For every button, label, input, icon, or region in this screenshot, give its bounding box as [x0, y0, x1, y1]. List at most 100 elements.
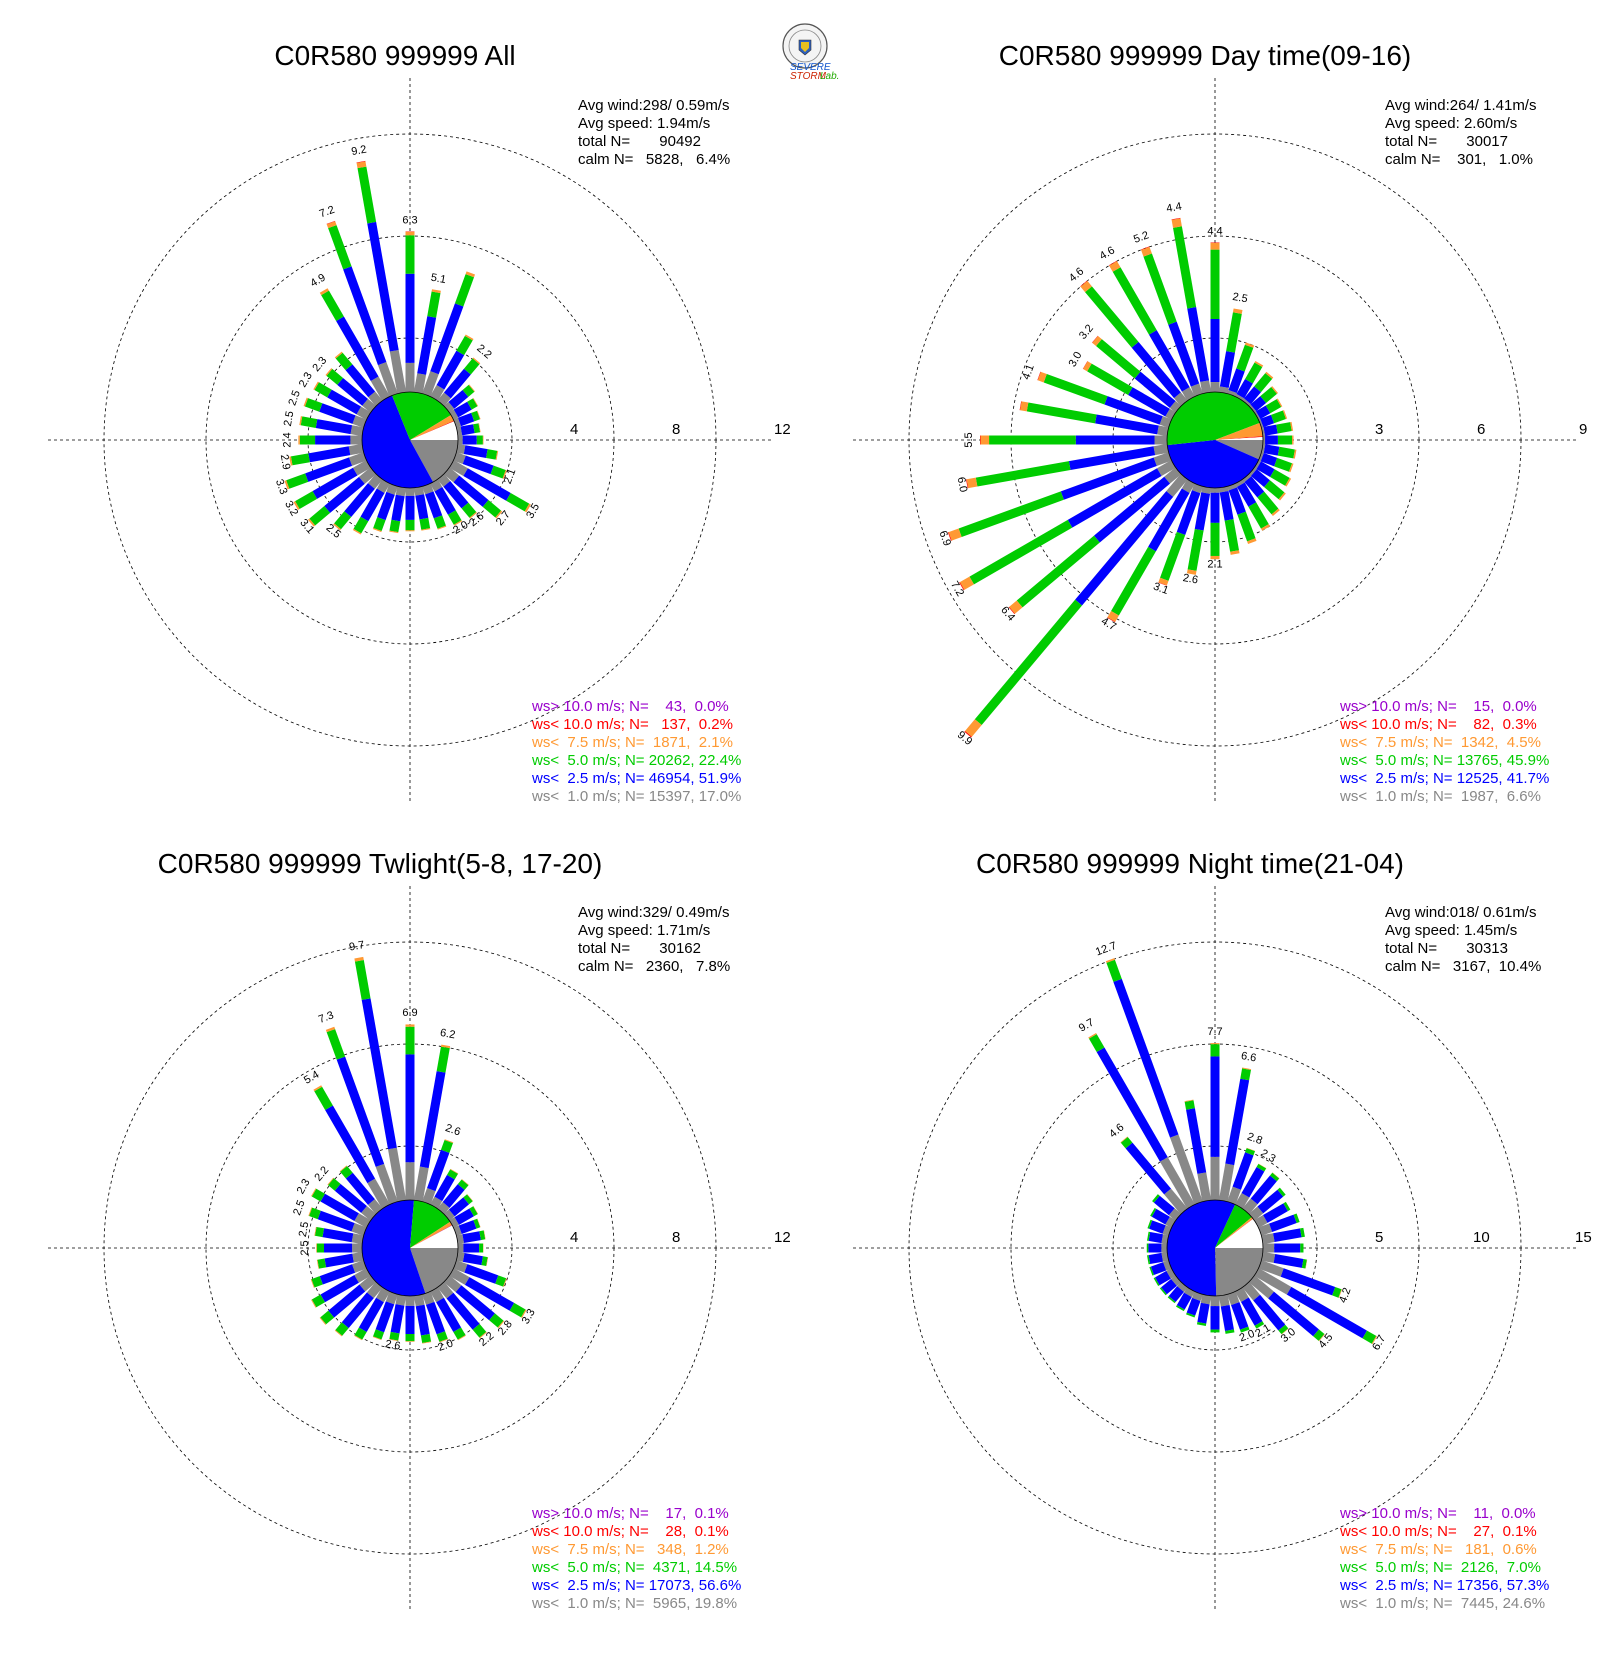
direction-bar-segment: [1067, 468, 1162, 528]
direction-bar-segment: [1274, 1243, 1301, 1253]
direction-bar-segment: [1164, 1188, 1188, 1215]
direction-bar-segment: [1244, 342, 1255, 348]
direction-bar-segment: [1075, 435, 1155, 445]
direction-bar-segment: [317, 1258, 327, 1269]
direction-bar-segment: [1087, 363, 1133, 396]
direction-bar-segment: [456, 1251, 465, 1262]
direction-bar-segment: [1173, 226, 1197, 309]
direction-bar-segment: [354, 1268, 371, 1283]
direction-bar-segment: [448, 390, 469, 409]
legend-entry: ws< 1.0 m/s; N= 7445, 24.6%: [1339, 1595, 1545, 1612]
direction-bar-segment: [1231, 1302, 1249, 1330]
direction-bar-segment: [472, 1323, 487, 1338]
legend-entry: ws< 10.0 m/s; N= 28, 0.1%: [531, 1523, 729, 1540]
direction-bar-segment: [465, 271, 476, 278]
direction-bar-segment: [466, 1194, 474, 1202]
direction-bar-segment: [356, 160, 366, 163]
direction-bars: [308, 956, 527, 1344]
bar-total-label: 4.6: [1067, 265, 1086, 284]
direction-bar-segment: [311, 1294, 325, 1308]
direction-bar-segment: [1108, 260, 1117, 266]
ring-tick-label: 3: [1375, 421, 1383, 438]
bar-total-label: 4.9: [308, 272, 327, 290]
panel-title: C0R580 999999 Twlight(5-8, 17-20): [158, 848, 603, 879]
direction-bar-segment: [455, 1285, 495, 1321]
calm-n-text: calm N= 3167, 10.4%: [1385, 958, 1541, 975]
direction-bar-segment: [314, 1226, 317, 1236]
direction-bar-segment: [462, 455, 494, 475]
direction-bar-segment: [503, 1278, 507, 1287]
direction-bar-segment: [316, 1243, 317, 1253]
direction-bar-segment: [389, 1331, 400, 1341]
direction-bar-segment: [443, 1209, 455, 1221]
bar-total-label: 2.5: [299, 1240, 311, 1255]
calm-n-text: calm N= 2360, 7.8%: [578, 958, 730, 975]
direction-bar-segment: [405, 235, 415, 274]
direction-bar-segment: [1288, 463, 1294, 473]
direction-bar-segment: [314, 382, 332, 398]
direction-bar-segment: [463, 1243, 480, 1253]
direction-bar-segment: [479, 1243, 484, 1253]
direction-bar-segment: [390, 1304, 405, 1334]
direction-bar-segment: [327, 1177, 334, 1186]
direction-bar-segment: [966, 477, 978, 489]
direction-bar-segment: [1096, 1047, 1168, 1162]
direction-bar-segment: [1256, 461, 1275, 478]
direction-bar-segment: [1240, 1068, 1251, 1081]
bar-total-label: 9.7: [1077, 1017, 1096, 1035]
direction-bar-segment: [1161, 1243, 1167, 1253]
direction-bar-segment: [463, 358, 480, 375]
direction-bar-segment: [1171, 218, 1182, 228]
bar-total-label: 4.2: [1337, 1286, 1354, 1304]
direction-bar-segment: [325, 368, 333, 376]
direction-bar-segment: [443, 368, 471, 399]
direction-bar-segment: [462, 1253, 483, 1266]
direction-bar-segment: [495, 510, 503, 519]
direction-bar-segment: [319, 1317, 327, 1325]
direction-bar-segment: [352, 1251, 364, 1263]
direction-bar-segment: [320, 1193, 359, 1222]
direction-bar-segment: [1248, 1206, 1264, 1221]
direction-bar-segment: [1254, 1268, 1292, 1295]
direction-bar-segment: [377, 491, 395, 521]
direction-bar-segment: [419, 517, 431, 530]
direction-bar-segment: [309, 1207, 321, 1220]
ring-tick-label: 5: [1375, 1229, 1383, 1246]
direction-bar-segment: [1248, 502, 1269, 529]
direction-bar-segment: [1250, 1175, 1277, 1205]
bar-total-label: 2.5: [1231, 291, 1248, 305]
direction-bar-segment: [1186, 1108, 1207, 1174]
direction-bar-segment: [437, 1281, 454, 1299]
direction-bar-segment: [1171, 217, 1181, 220]
stats-box: Avg wind:018/ 0.61m/s Avg speed: 1.45m/s…: [1385, 904, 1541, 975]
direction-bar-segment: [1258, 452, 1264, 462]
total-n-text: total N= 30162: [578, 940, 701, 957]
pie-slice: [362, 395, 434, 488]
direction-bar-segment: [1125, 1142, 1172, 1195]
direction-bar-segment: [989, 435, 1076, 445]
direction-bar-segment: [1154, 435, 1167, 445]
direction-bar-segment: [1272, 1172, 1280, 1179]
direction-bar-segment: [1009, 600, 1023, 614]
direction-bar-segment: [422, 1341, 432, 1344]
legend-entry: ws< 7.5 m/s; N= 1871, 2.1%: [531, 734, 733, 751]
direction-bar-segment: [469, 511, 478, 519]
direction-bar-segment: [1095, 414, 1159, 435]
direction-bar-segment: [334, 511, 352, 530]
direction-bar-segment: [1260, 524, 1271, 531]
direction-bar-segment: [458, 1220, 477, 1234]
direction-bar-segment: [1273, 1228, 1302, 1243]
direction-bar-segment: [1134, 371, 1176, 408]
direction-bar-segment: [1016, 535, 1100, 608]
direction-bar-segment: [1225, 1329, 1235, 1334]
avg-wind-text: Avg wind:298/ 0.59m/s: [578, 97, 729, 114]
direction-bar-segment: [1201, 486, 1212, 494]
direction-bar-segment: [473, 1206, 479, 1215]
direction-bar-segment: [405, 1024, 415, 1027]
direction-bar-segment: [1313, 1329, 1325, 1341]
direction-bar-segment: [1184, 1287, 1195, 1298]
direction-bar-segment: [354, 1213, 371, 1228]
direction-bar-segment: [1176, 490, 1201, 535]
direction-bar-segment: [311, 1188, 317, 1197]
direction-bar-segment: [430, 1287, 444, 1303]
